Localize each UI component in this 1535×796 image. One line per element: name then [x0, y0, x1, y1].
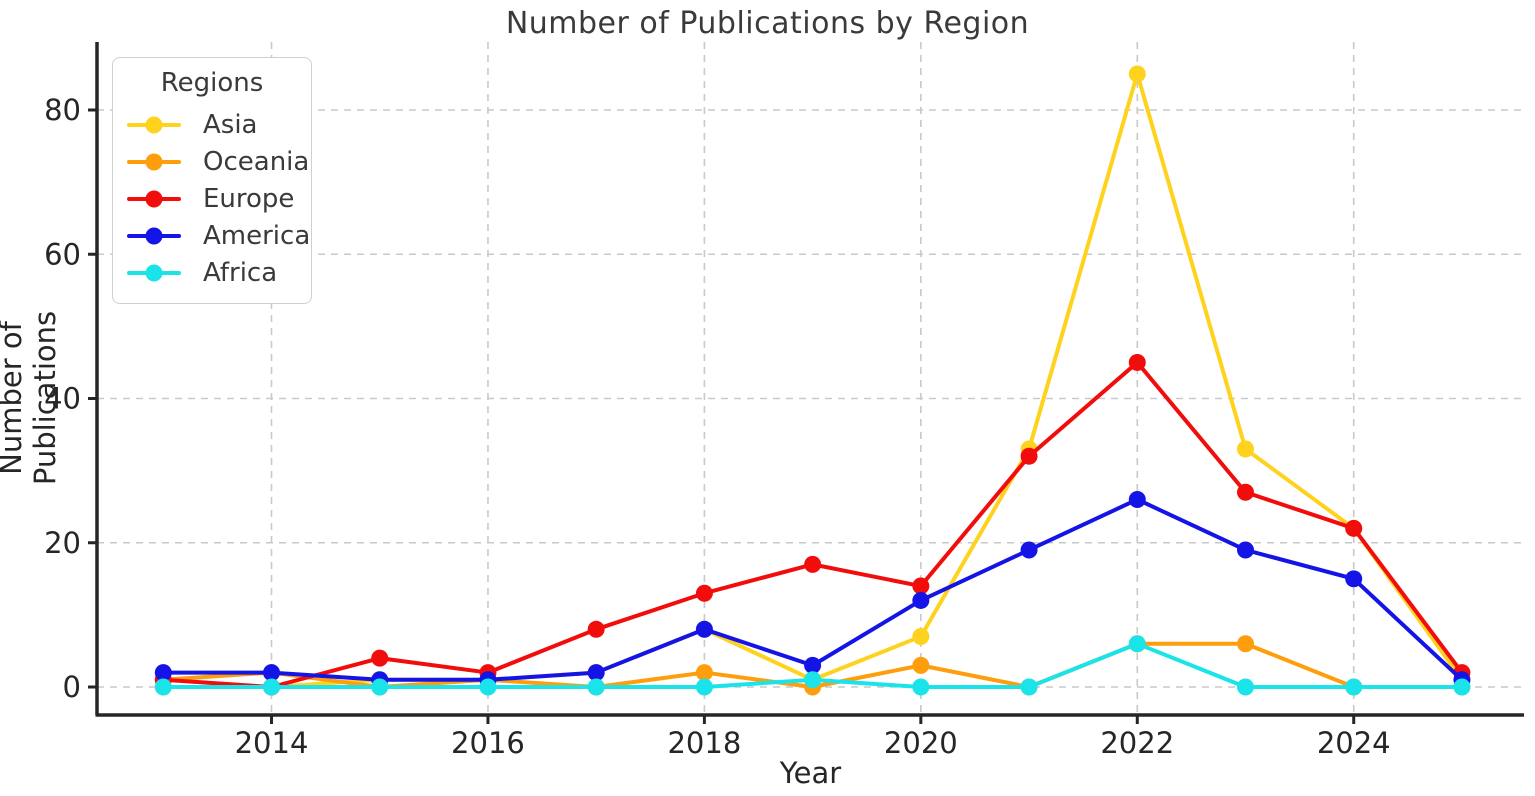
data-point-oceania — [912, 656, 930, 674]
data-point-africa — [1128, 635, 1146, 653]
x-tick-label: 2014 — [235, 726, 309, 760]
africa-line-marker-icon — [127, 264, 181, 281]
series-line-europe — [161, 360, 1464, 689]
x-axis-label: Year — [779, 756, 842, 790]
legend: Regions Asia Oceania Europe America Afri… — [112, 57, 312, 304]
data-point-africa — [587, 678, 605, 696]
legend-label: Asia — [203, 109, 258, 140]
data-point-europe — [912, 577, 930, 595]
data-point-america — [1020, 541, 1038, 559]
legend-item-europe: Europe — [127, 180, 297, 217]
y-tick-label: 40 — [44, 382, 81, 416]
data-point-oceania — [1237, 635, 1254, 653]
series-line-asia — [161, 71, 1464, 689]
oceania-line-marker-icon — [127, 153, 181, 170]
y-tick-label: 80 — [44, 93, 81, 127]
data-point-oceania — [695, 664, 713, 682]
data-point-europe — [1345, 519, 1363, 537]
legend-item-oceania: Oceania — [127, 143, 309, 180]
data-point-america — [804, 656, 822, 674]
america-line-marker-icon — [127, 227, 181, 244]
x-tick-label: 2016 — [451, 726, 525, 760]
data-point-africa — [1020, 678, 1038, 696]
data-point-europe — [1128, 353, 1146, 371]
data-point-america — [154, 664, 172, 682]
data-point-africa — [1453, 678, 1471, 696]
data-point-africa — [263, 678, 281, 696]
data-point-africa — [695, 678, 713, 696]
legend-title: Regions — [160, 68, 264, 98]
x-tick-label: 2022 — [1100, 726, 1174, 760]
data-point-europe — [804, 555, 822, 573]
chart-title: Number of Publications by Region — [505, 6, 1030, 41]
data-point-europe — [1020, 447, 1038, 465]
data-point-africa — [1345, 678, 1363, 696]
data-point-america — [1237, 541, 1254, 559]
asia-line-marker-icon — [127, 116, 181, 133]
y-tick-label: 0 — [63, 670, 81, 704]
data-point-asia — [912, 628, 930, 646]
data-point-america — [263, 664, 281, 682]
data-point-america — [587, 664, 605, 682]
x-tick-label: 2018 — [667, 726, 741, 760]
legend-label: Africa — [203, 257, 278, 288]
legend-label: America — [203, 220, 311, 251]
data-point-asia — [1237, 440, 1254, 458]
data-point-europe — [371, 649, 389, 667]
data-point-america — [912, 591, 930, 609]
legend-item-america: America — [127, 217, 310, 254]
data-point-europe — [587, 620, 605, 638]
data-point-africa — [912, 678, 930, 696]
data-point-africa — [479, 678, 497, 696]
x-tick-label: 2020 — [884, 726, 958, 760]
data-point-asia — [1128, 65, 1146, 83]
legend-item-africa: Africa — [127, 254, 297, 291]
data-point-africa — [371, 678, 389, 696]
data-point-america — [1128, 490, 1146, 508]
data-point-africa — [154, 678, 172, 696]
data-point-africa — [804, 671, 822, 689]
data-point-europe — [1237, 483, 1254, 501]
europe-line-marker-icon — [127, 190, 181, 207]
x-tick-label: 2024 — [1317, 726, 1391, 760]
data-point-europe — [695, 584, 713, 602]
y-axis-label: Number of Publications — [0, 310, 62, 486]
data-point-america — [1345, 570, 1363, 588]
data-point-america — [695, 620, 713, 638]
data-point-africa — [1237, 678, 1254, 696]
legend-label: Europe — [203, 183, 295, 214]
legend-label: Oceania — [203, 146, 310, 177]
legend-item-asia: Asia — [127, 106, 297, 143]
y-tick-label: 20 — [44, 526, 81, 560]
y-tick-label: 60 — [44, 237, 81, 271]
